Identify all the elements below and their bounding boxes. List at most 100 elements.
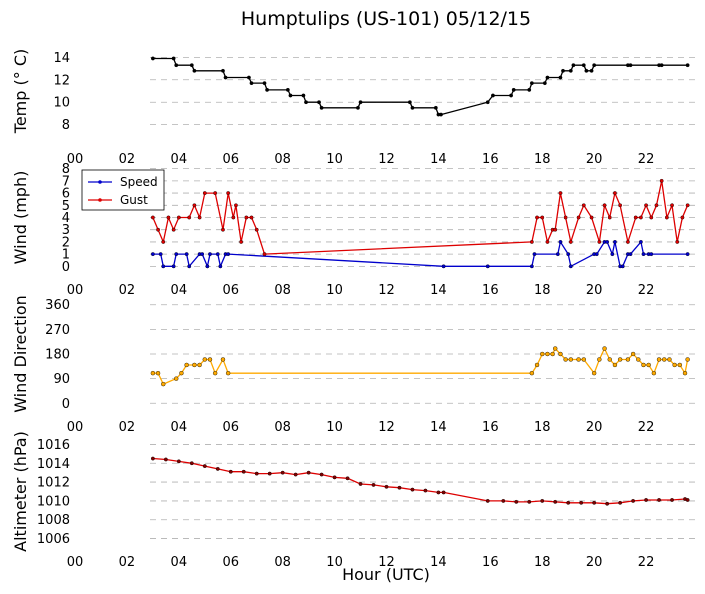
legend-entry: Speed <box>120 175 158 189</box>
direction-point <box>553 346 558 351</box>
x-tick-label: 20 <box>586 555 603 570</box>
altimeter-point <box>332 475 337 480</box>
temp-point <box>407 100 412 105</box>
y-tick-label: 10 <box>53 96 70 111</box>
x-tick-label: 00 <box>67 152 84 167</box>
altimeter-point <box>436 490 441 495</box>
x-tick-label: 16 <box>482 152 499 167</box>
temp-line <box>152 57 688 116</box>
legend-marker <box>98 180 102 184</box>
temp-point <box>304 100 308 105</box>
altimeter-point <box>485 499 490 503</box>
series-speed-point <box>171 264 176 269</box>
direction-point <box>602 346 607 351</box>
y-axis-label: Wind (mph) <box>11 171 30 265</box>
temp-point <box>285 87 290 92</box>
series-speed-point <box>187 264 192 269</box>
altimeter-point <box>410 487 415 492</box>
altimeter-point <box>423 488 428 493</box>
series-gust-point <box>675 240 680 244</box>
series-speed-point <box>620 264 625 269</box>
direction-point <box>662 357 667 362</box>
x-tick-label: 04 <box>171 420 188 435</box>
altimeter-point <box>605 501 610 506</box>
x-tick-label: 08 <box>274 420 291 435</box>
y-tick-label: 1010 <box>37 494 70 509</box>
temp-point <box>558 75 563 80</box>
altimeter-point <box>176 459 181 464</box>
temp-point <box>358 100 363 105</box>
direction-point <box>534 362 540 368</box>
altimeter-point <box>358 482 363 486</box>
y-tick-label: 1012 <box>37 476 70 491</box>
series-speed-point <box>208 252 212 257</box>
direction-point <box>685 357 690 362</box>
direction-point <box>225 370 231 376</box>
y-tick-label: 1008 <box>37 513 70 528</box>
series-gust-point <box>171 227 176 232</box>
altimeter-point <box>293 472 298 477</box>
y-axis-label: Temp (° C) <box>11 49 30 134</box>
y-tick-label: 3 <box>62 223 70 238</box>
direction-point <box>667 357 672 362</box>
series-gust-point <box>581 203 586 208</box>
series-gust-point <box>192 203 197 208</box>
direction-point <box>612 362 618 368</box>
direction-point <box>192 362 197 368</box>
figure-title: Humptulips (US-101) 05/12/15 <box>241 8 531 30</box>
y-tick-label: 0 <box>62 397 70 412</box>
direction-point <box>529 370 535 376</box>
series-speed-point <box>184 252 189 257</box>
series-speed-point <box>215 252 220 257</box>
temp-point <box>319 105 324 110</box>
altimeter-point <box>592 500 597 505</box>
series-gust-point <box>535 215 539 220</box>
direction-point <box>184 362 189 368</box>
series-speed-point <box>628 252 633 257</box>
temp-point <box>527 87 532 92</box>
direction-point <box>581 357 586 362</box>
direction-point <box>202 357 207 362</box>
y-tick-label: 12 <box>53 73 70 88</box>
x-tick-label: 14 <box>430 283 447 298</box>
altimeter-point <box>644 498 648 502</box>
temp-point <box>301 93 306 98</box>
x-tick-label: 00 <box>67 420 84 435</box>
x-tick-label: 14 <box>430 555 447 570</box>
series-speed-point <box>200 252 205 257</box>
series-gust-point <box>156 227 160 232</box>
x-tick-label: 18 <box>534 152 551 167</box>
series-speed-point <box>555 252 560 257</box>
series-gust-point <box>213 191 218 195</box>
direction-point <box>625 357 631 362</box>
x-tick-label: 16 <box>482 283 499 298</box>
series-speed-point <box>566 252 571 257</box>
temp-point <box>317 100 321 105</box>
series-speed-point <box>613 240 617 244</box>
altimeter-point <box>618 500 623 505</box>
temp-point <box>262 81 267 86</box>
x-tick-label: 12 <box>378 555 395 570</box>
direction-point <box>563 357 568 362</box>
direction-point <box>656 357 662 362</box>
y-tick-label: 5 <box>62 199 70 214</box>
altimeter-point <box>397 485 402 490</box>
temp-point <box>288 93 293 98</box>
direction-point <box>568 357 574 362</box>
altimeter-point <box>631 499 636 503</box>
y-tick-label: 360 <box>45 298 70 313</box>
series-speed-point <box>529 264 534 269</box>
temp-point <box>568 68 573 73</box>
y-tick-label: 8 <box>62 162 70 177</box>
series-gust-point <box>607 215 612 220</box>
series-gust-point <box>529 240 534 244</box>
altimeter-point <box>384 484 389 489</box>
x-tick-label: 04 <box>171 555 188 570</box>
temp-point <box>571 63 576 68</box>
series-gust-point <box>680 215 685 220</box>
temp-point <box>171 56 176 61</box>
x-tick-label: 10 <box>326 152 343 167</box>
y-tick-label: 270 <box>45 323 70 338</box>
direction-point <box>597 357 602 362</box>
